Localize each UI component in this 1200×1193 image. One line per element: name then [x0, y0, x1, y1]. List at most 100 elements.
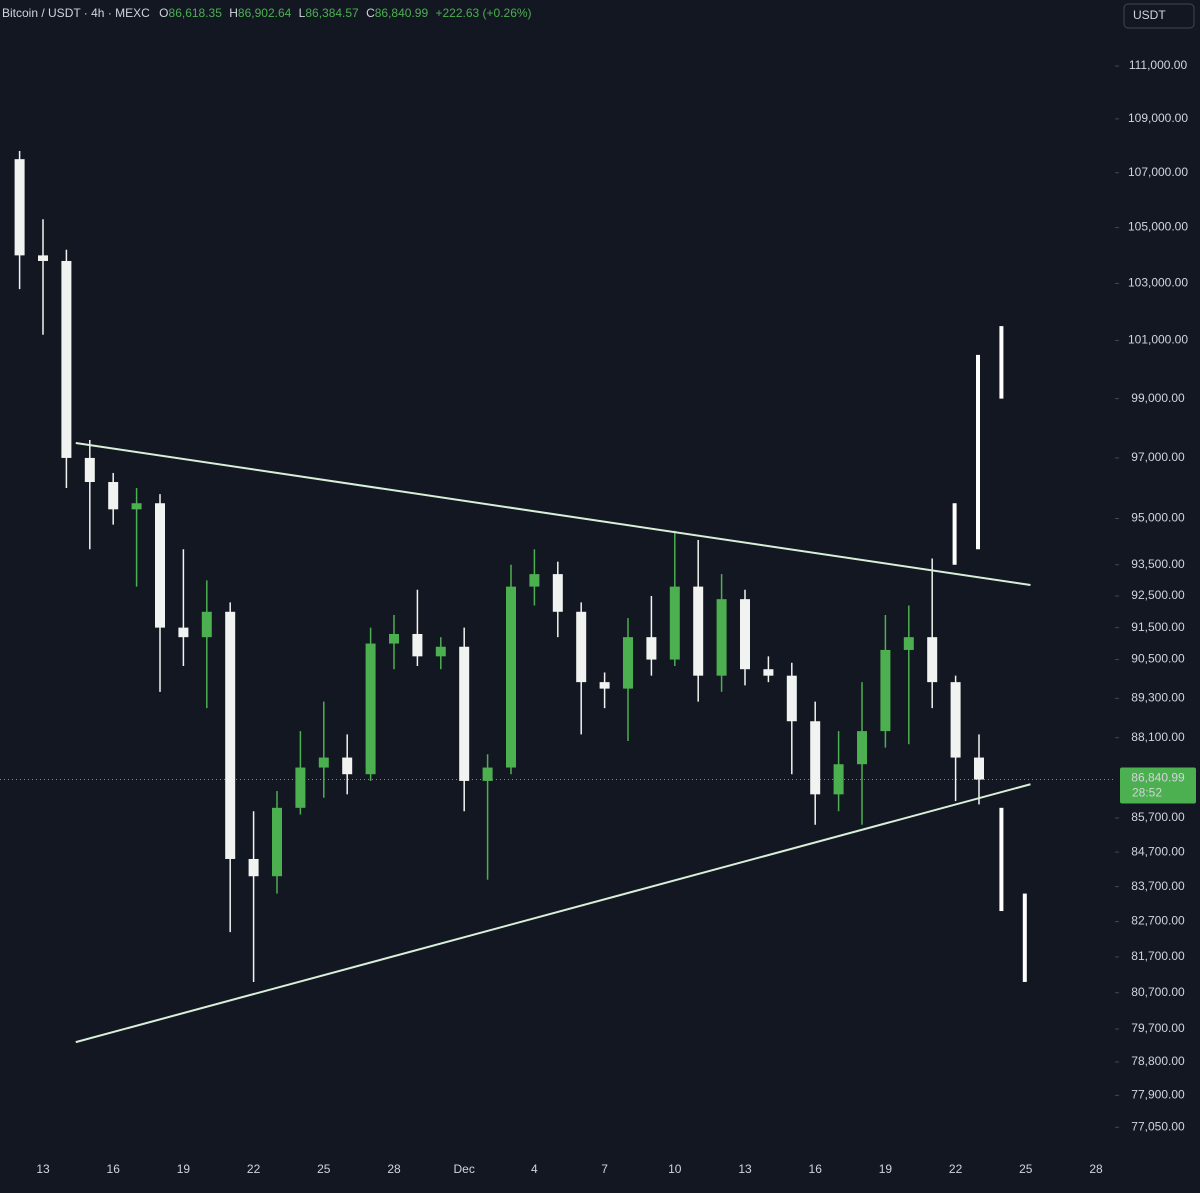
- y-tick-label: 77,900.00: [1131, 1088, 1185, 1102]
- projection-bar: [976, 354, 980, 550]
- x-tick-label: 28: [387, 1162, 401, 1176]
- candle-body: [342, 757, 353, 775]
- x-tick-label: 19: [177, 1162, 191, 1176]
- candle-body: [903, 637, 914, 650]
- y-tick-label: 80,700.00: [1131, 985, 1185, 999]
- x-tick-label: 28: [1089, 1162, 1103, 1176]
- candle-body: [155, 503, 165, 628]
- candle-body: [61, 260, 72, 458]
- candle-body: [38, 255, 48, 261]
- candle-body: [248, 858, 259, 877]
- y-tick-label: 90,500.00: [1131, 652, 1185, 666]
- candle-body: [857, 731, 867, 765]
- y-tick-label: 95,000.00: [1131, 511, 1185, 525]
- y-tick-label: 101,000.00: [1128, 333, 1188, 347]
- x-tick-label: 4: [531, 1162, 538, 1176]
- y-tick-label: 105,000.00: [1128, 220, 1188, 234]
- candle-body: [576, 611, 587, 683]
- low-label: L: [299, 6, 306, 20]
- y-tick-label: 78,800.00: [1131, 1054, 1185, 1068]
- x-tick-label: 22: [247, 1162, 261, 1176]
- y-tick-label: 99,000.00: [1131, 391, 1185, 405]
- currency-button-label[interactable]: USDT: [1133, 8, 1166, 22]
- y-tick-label: 88,100.00: [1131, 730, 1185, 744]
- header: Bitcoin / USDT · 4h · MEXC O86,618.35 H8…: [2, 6, 532, 20]
- candle-body: [974, 757, 984, 780]
- y-tick-label: 84,700.00: [1131, 844, 1185, 858]
- candle-body: [435, 646, 446, 657]
- projection-bar: [999, 807, 1004, 912]
- candle-body: [880, 649, 891, 732]
- x-tick-label: 22: [949, 1162, 963, 1176]
- candle-body: [599, 682, 610, 689]
- x-tick-label: Dec: [454, 1162, 475, 1176]
- currency-button[interactable]: [1123, 3, 1195, 29]
- x-tick-label: 10: [668, 1162, 682, 1176]
- candle-body: [295, 767, 306, 808]
- candle-body: [389, 633, 399, 644]
- y-tick-label: 103,000.00: [1128, 276, 1188, 290]
- candle-body: [84, 457, 95, 483]
- candle-body: [459, 646, 470, 781]
- x-tick-label: 25: [317, 1162, 331, 1176]
- high-value: 86,902.64: [238, 6, 292, 20]
- projection-bar: [999, 326, 1004, 399]
- x-tick-label: 7: [601, 1162, 608, 1176]
- x-tick-label: 13: [738, 1162, 752, 1176]
- projection-bar: [952, 503, 957, 565]
- change: +222.63 (+0.26%): [435, 6, 531, 20]
- y-tick-label: 97,000.00: [1131, 450, 1185, 464]
- y-tick-label: 79,700.00: [1131, 1021, 1185, 1035]
- candle-body: [623, 637, 633, 689]
- candle-body: [131, 503, 142, 510]
- candle-body: [14, 159, 25, 256]
- candle-body: [693, 586, 704, 676]
- y-tick-label: 81,700.00: [1131, 949, 1185, 963]
- open-label: O: [159, 6, 168, 20]
- candle-body: [646, 637, 657, 660]
- candle-body: [810, 721, 821, 795]
- candle-body: [412, 633, 423, 657]
- candle-body: [506, 586, 516, 768]
- x-tick-label: 25: [1019, 1162, 1033, 1176]
- candle-body: [482, 767, 493, 781]
- close-value: 86,840.99: [375, 6, 429, 20]
- close-label: C: [366, 6, 375, 20]
- candle-body: [178, 627, 189, 638]
- candle-body: [272, 807, 282, 877]
- x-tick-label: 16: [809, 1162, 823, 1176]
- candle-body: [763, 669, 774, 676]
- candle-body: [786, 675, 797, 722]
- high-label: H: [229, 6, 238, 20]
- y-tick-label: 77,050.00: [1131, 1119, 1185, 1133]
- candle-body: [833, 764, 844, 795]
- y-tick-label: 107,000.00: [1128, 165, 1188, 179]
- symbol: Bitcoin / USDT · 4h · MEXC: [2, 6, 150, 20]
- candle-body: [669, 586, 680, 660]
- candle-body: [716, 599, 727, 676]
- y-tick-label: 92,500.00: [1131, 588, 1185, 602]
- y-tick-label: 93,500.00: [1131, 557, 1185, 571]
- y-tick-label: 85,700.00: [1131, 810, 1185, 824]
- candle-body: [552, 574, 563, 612]
- candle-body: [529, 574, 540, 587]
- countdown: 28:52: [1132, 786, 1162, 800]
- candle-body: [318, 757, 329, 768]
- y-tick-label: 109,000.00: [1128, 111, 1188, 125]
- candle-body: [740, 599, 750, 670]
- last-price-label: 86,840.99: [1131, 771, 1185, 785]
- y-tick-label: 89,300.00: [1131, 691, 1185, 705]
- candle-body: [108, 482, 119, 510]
- projection-bar: [1022, 893, 1027, 982]
- trendline: [75, 442, 1031, 587]
- y-tick-label: 91,500.00: [1131, 620, 1185, 634]
- low-value: 86,384.57: [305, 6, 359, 20]
- trendline: [75, 783, 1031, 1044]
- candle-body: [365, 643, 376, 775]
- candle-body: [927, 637, 938, 683]
- last-price-box: [1120, 767, 1196, 804]
- y-tick-label: 83,700.00: [1131, 879, 1185, 893]
